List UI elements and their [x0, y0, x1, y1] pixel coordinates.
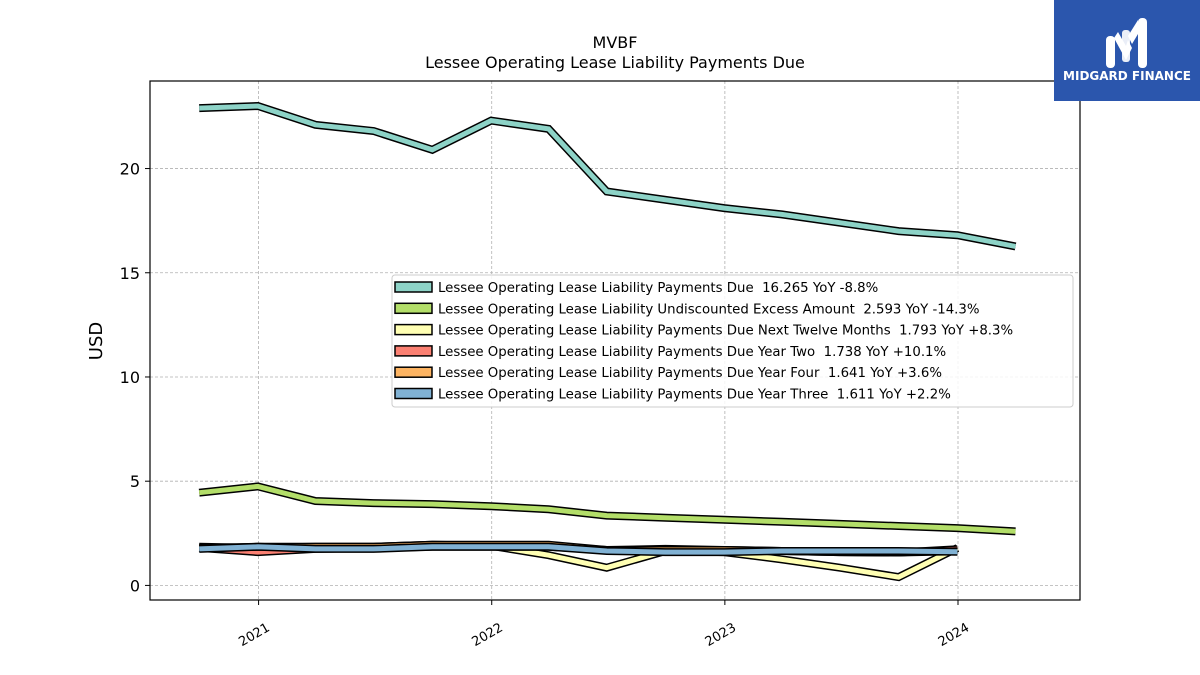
legend-swatch	[394, 323, 433, 336]
series-line-stroke	[198, 483, 1016, 534]
legend-entry-label: Lessee Operating Lease Liability Payment…	[438, 366, 942, 381]
legend-swatch	[394, 387, 433, 400]
y-axis-label: USD	[86, 322, 107, 360]
legend-entry-label: Lessee Operating Lease Liability Payment…	[438, 324, 1013, 339]
y-tick-label: 20	[120, 160, 140, 179]
x-tick-label: 2022	[470, 620, 506, 650]
legend-swatch	[394, 366, 433, 378]
chart-subtitle: Lessee Operating Lease Liability Payment…	[425, 53, 805, 72]
series-line-stroke	[199, 544, 958, 555]
logo-text: MIDGARD FINANCE	[1063, 69, 1191, 83]
y-tick-label: 5	[130, 472, 140, 491]
series-line-6	[199, 542, 958, 557]
y-tick-label: 10	[120, 368, 140, 387]
legend-entry-label: Lessee Operating Lease Liability Payment…	[438, 388, 951, 403]
x-tick-label: 2024	[936, 620, 972, 650]
series-line-2	[198, 482, 1016, 536]
midgard-finance-logo-mark-icon	[1106, 18, 1147, 68]
series-line-1	[199, 101, 1017, 251]
legend-box	[391, 274, 1074, 408]
legend-swatch	[394, 302, 433, 315]
chart-title: MVBF	[593, 33, 638, 52]
legend-entry-label: Lessee Operating Lease Liability Payment…	[438, 345, 946, 360]
midgard-finance-logo: MIDGARD FINANCE	[1054, 0, 1200, 101]
series-line-stroke	[199, 103, 1016, 249]
legend-swatch	[394, 281, 433, 293]
plot-frame	[149, 80, 1081, 601]
y-tick-label: 0	[130, 576, 140, 595]
x-tick-label: 2021	[236, 620, 272, 650]
legend-entry-label: Lessee Operating Lease Liability Payment…	[438, 281, 878, 296]
series-lines	[198, 101, 1017, 582]
legend-swatch	[394, 345, 433, 357]
y-tick-label: 15	[120, 264, 140, 283]
legend: Lessee Operating Lease Liability Payment…	[391, 274, 1074, 408]
legend-entry-label: Lessee Operating Lease Liability Undisco…	[438, 302, 980, 317]
x-tick-label: 2023	[703, 620, 739, 650]
